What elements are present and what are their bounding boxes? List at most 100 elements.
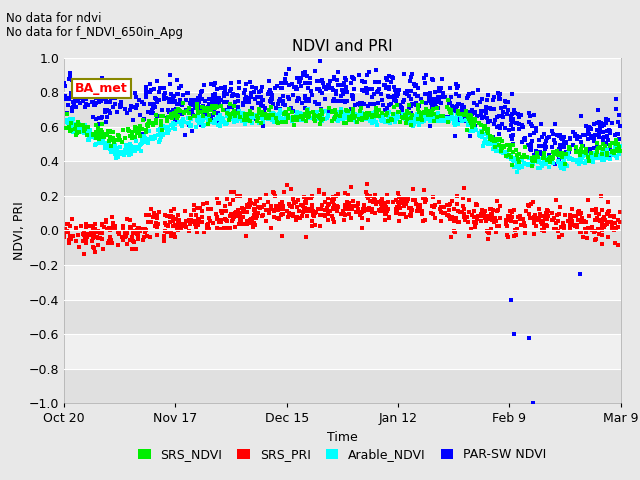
Point [106,146,116,154]
Point [452,114,462,122]
Point [216,102,227,109]
Point [98,245,108,252]
Point [388,113,399,121]
Point [253,209,263,217]
Point [368,113,378,120]
Point [173,211,183,219]
Point [410,114,420,121]
Point [571,148,581,156]
Point [392,115,402,122]
Point [573,147,583,155]
Point [417,117,427,124]
Point [567,217,577,225]
Point [232,212,242,220]
Point [366,110,376,118]
Point [607,119,618,127]
Point [445,99,455,107]
Point [433,118,444,125]
Point [581,228,591,236]
Point [81,234,92,242]
Point [108,149,118,156]
Point [516,156,527,164]
Point [186,218,196,226]
Point [534,143,545,150]
Point [196,103,207,111]
Point [121,143,131,151]
Point [449,114,459,122]
Point [357,85,367,93]
Point [261,114,271,122]
Point [592,148,602,156]
Point [192,100,202,108]
Point [316,111,326,119]
Point [469,99,479,107]
Point [282,114,292,121]
Point [138,101,148,108]
Point [97,130,107,137]
Point [394,114,404,121]
Point [436,115,446,122]
Point [123,125,133,132]
Point [339,81,349,89]
Point [469,213,479,221]
Point [575,156,585,163]
Point [79,87,89,95]
Point [198,82,209,89]
Point [406,114,417,122]
Point [447,102,457,109]
Point [173,109,183,117]
Point [584,212,594,220]
Point [340,119,351,126]
Point [62,220,72,228]
Point [479,125,490,132]
Point [446,107,456,114]
Point [332,202,342,210]
Point [289,115,300,123]
Point [228,213,239,220]
Point [62,227,72,235]
Point [143,218,154,226]
Point [288,195,298,203]
Point [421,108,431,116]
Point [608,151,618,158]
Point [318,115,328,122]
Point [314,78,324,85]
Point [243,203,253,211]
Point [420,113,431,121]
Bar [64,369,621,403]
Point [501,153,511,160]
Point [389,92,399,100]
Point [63,220,73,228]
Point [239,89,249,97]
Point [106,143,116,151]
Point [245,117,255,124]
Point [239,113,249,120]
Point [605,152,616,160]
Point [435,87,445,95]
Point [375,207,385,215]
Point [509,155,520,162]
Point [593,129,604,137]
Point [202,221,212,229]
Point [253,113,264,120]
Point [298,69,308,77]
Point [264,209,274,217]
Point [114,136,124,144]
Point [113,150,124,157]
Point [408,120,419,128]
Point [519,151,529,158]
Point [463,121,473,129]
Point [365,114,375,121]
Point [281,119,291,126]
Point [288,116,298,124]
Point [130,127,140,134]
Point [607,148,617,156]
Point [203,116,213,123]
Point [67,118,77,126]
Point [351,114,361,121]
Point [135,141,145,148]
Point [506,296,516,303]
Point [503,233,513,240]
Point [271,114,281,122]
Point [283,213,293,220]
